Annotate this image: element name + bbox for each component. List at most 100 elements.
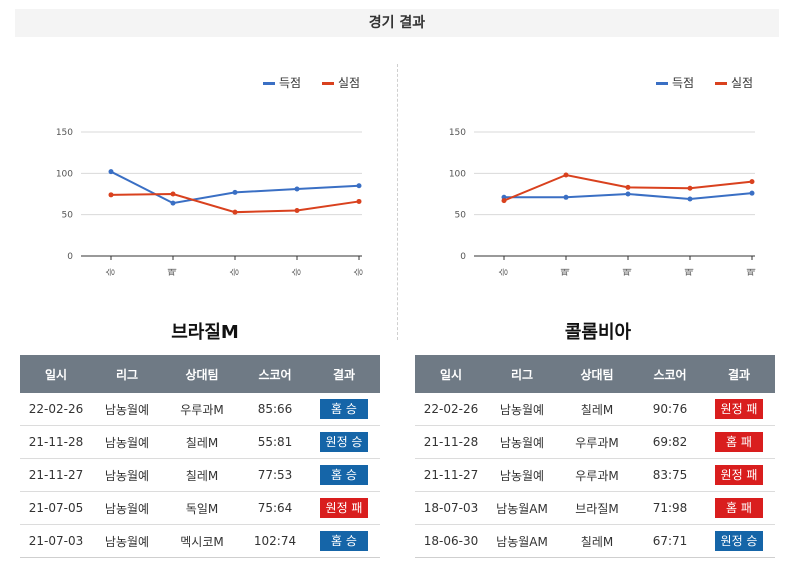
col-date-header: 일시 [20, 355, 92, 393]
cell-league: 남농월예 [92, 458, 162, 492]
cell-score: 67:71 [637, 524, 703, 558]
cell-league: 남농월예 [487, 458, 557, 492]
series-line-scored [110, 170, 360, 205]
legend-swatch-conceded [715, 82, 727, 85]
table-row: 22-02-26 남농월예 우루과M 85:66 홈 승 [20, 393, 380, 426]
chart-legend: 득점 실점 [656, 76, 753, 90]
x-tick-label: 승 [354, 268, 365, 276]
table-row: 18-06-30 남농월AM 칠레M 67:71 원정 승 [415, 524, 775, 558]
chart-panel-colombia: 득점 실점 0 50 100 150 승 패 패 패 패 [408, 56, 788, 316]
cell-date: 18-07-03 [415, 491, 487, 525]
data-point-scored [294, 186, 300, 192]
result-badge: 홈 패 [715, 432, 763, 452]
cell-league: 남농월예 [92, 524, 162, 558]
results-table-colombia: 일시 리그 상대팀 스코어 결과 22-02-26 남농월예 칠레M 90:76 원정 … [415, 355, 775, 558]
cell-opponent: 우루과M [557, 425, 637, 459]
data-point-scored [356, 183, 362, 189]
results-table-brazil: 일시 리그 상대팀 스코어 결과 22-02-26 남농월예 우루과M 85:66 홈 … [20, 355, 380, 558]
legend-label-scored: 득점 [672, 76, 694, 90]
cell-league: 남농월예 [92, 491, 162, 525]
cell-league: 남농월예 [92, 393, 162, 426]
data-point-conceded [356, 198, 362, 204]
chart-panel-brazil: 득점 실점 0 50 100 150 승 패 승 승 승 [15, 56, 395, 316]
data-point-scored [108, 169, 114, 175]
cell-date: 21-11-28 [20, 425, 92, 459]
data-point-conceded [563, 172, 569, 178]
x-tick-label: 승 [499, 268, 510, 276]
cell-opponent: 독일M [162, 491, 242, 525]
cell-opponent: 멕시코M [162, 524, 242, 558]
table-row: 21-07-03 남농월예 멕시코M 102:74 홈 승 [20, 524, 380, 558]
cell-result: 홈 패 [703, 491, 775, 525]
data-point-scored [625, 191, 631, 197]
legend-swatch-scored [263, 82, 275, 85]
cell-date: 22-02-26 [415, 393, 487, 426]
cell-date: 21-11-28 [415, 425, 487, 459]
table-row: 21-11-27 남농월예 칠레M 77:53 홈 승 [20, 458, 380, 492]
x-tick-label: 패 [747, 268, 758, 276]
cell-score: 69:82 [637, 425, 703, 459]
result-badge: 원정 패 [320, 498, 368, 518]
table-row: 18-07-03 남농월AM 브라질M 71:98 홈 패 [415, 491, 775, 525]
cell-league: 남농월예 [487, 425, 557, 459]
data-point-conceded [687, 185, 693, 191]
data-point-scored [170, 200, 176, 206]
cell-date: 21-11-27 [20, 458, 92, 492]
data-point-conceded [232, 209, 238, 215]
x-tick-label: 패 [168, 268, 179, 276]
col-score-header: 스코어 [242, 355, 308, 393]
table-header-row: 일시 리그 상대팀 스코어 결과 [415, 355, 775, 393]
y-tick-label: 50 [455, 211, 467, 221]
page-title: 경기 결과 [15, 9, 779, 37]
x-tick-label: 승 [292, 268, 303, 276]
cell-date: 21-07-03 [20, 524, 92, 558]
table-row: 21-11-27 남농월예 우루과M 83:75 원정 패 [415, 458, 775, 492]
col-date-header: 일시 [415, 355, 487, 393]
cell-opponent: 브라질M [557, 491, 637, 525]
result-badge: 원정 패 [715, 399, 763, 419]
legend-label-conceded: 실점 [731, 76, 753, 90]
col-result-header: 결과 [308, 355, 380, 393]
cell-score: 102:74 [242, 524, 308, 558]
result-badge: 홈 승 [320, 399, 368, 419]
cell-league: 남농월AM [487, 524, 557, 558]
line-chart-brazil: 득점 실점 0 50 100 150 승 패 승 승 승 [56, 76, 365, 276]
cell-score: 55:81 [242, 425, 308, 459]
cell-opponent: 우루과M [162, 393, 242, 426]
cell-score: 77:53 [242, 458, 308, 492]
table-header-row: 일시 리그 상대팀 스코어 결과 [20, 355, 380, 393]
legend-label-scored: 득점 [279, 76, 301, 90]
cell-opponent: 칠레M [557, 524, 637, 558]
cell-result: 원정 패 [703, 393, 775, 426]
col-league-header: 리그 [487, 355, 557, 393]
data-point-conceded [749, 179, 755, 185]
cell-result: 홈 승 [308, 458, 380, 492]
cell-date: 21-07-05 [20, 491, 92, 525]
result-badge: 홈 패 [715, 498, 763, 518]
cell-score: 71:98 [637, 491, 703, 525]
legend-swatch-scored [656, 82, 668, 85]
panel-divider [397, 64, 398, 340]
cell-score: 83:75 [637, 458, 703, 492]
cell-result: 홈 패 [703, 425, 775, 459]
cell-result: 홈 승 [308, 393, 380, 426]
col-league-header: 리그 [92, 355, 162, 393]
result-badge: 원정 승 [320, 432, 368, 452]
data-point-conceded [294, 208, 300, 214]
table-row: 21-11-28 남농월예 칠레M 55:81 원정 승 [20, 425, 380, 459]
result-badge: 원정 패 [715, 465, 763, 485]
legend-label-conceded: 실점 [338, 76, 360, 90]
cell-league: 남농월예 [487, 393, 557, 426]
x-tick-label: 승 [106, 268, 117, 276]
cell-league: 남농월AM [487, 491, 557, 525]
y-tick-label: 0 [67, 252, 73, 262]
table-row: 22-02-26 남농월예 칠레M 90:76 원정 패 [415, 393, 775, 426]
x-tick-label: 패 [561, 268, 572, 276]
cell-result: 원정 패 [703, 458, 775, 492]
cell-result: 원정 승 [703, 524, 775, 558]
cell-opponent: 칠레M [162, 425, 242, 459]
cell-score: 75:64 [242, 491, 308, 525]
x-tick-label: 패 [685, 268, 696, 276]
data-point-scored [687, 196, 693, 202]
cell-opponent: 칠레M [162, 458, 242, 492]
